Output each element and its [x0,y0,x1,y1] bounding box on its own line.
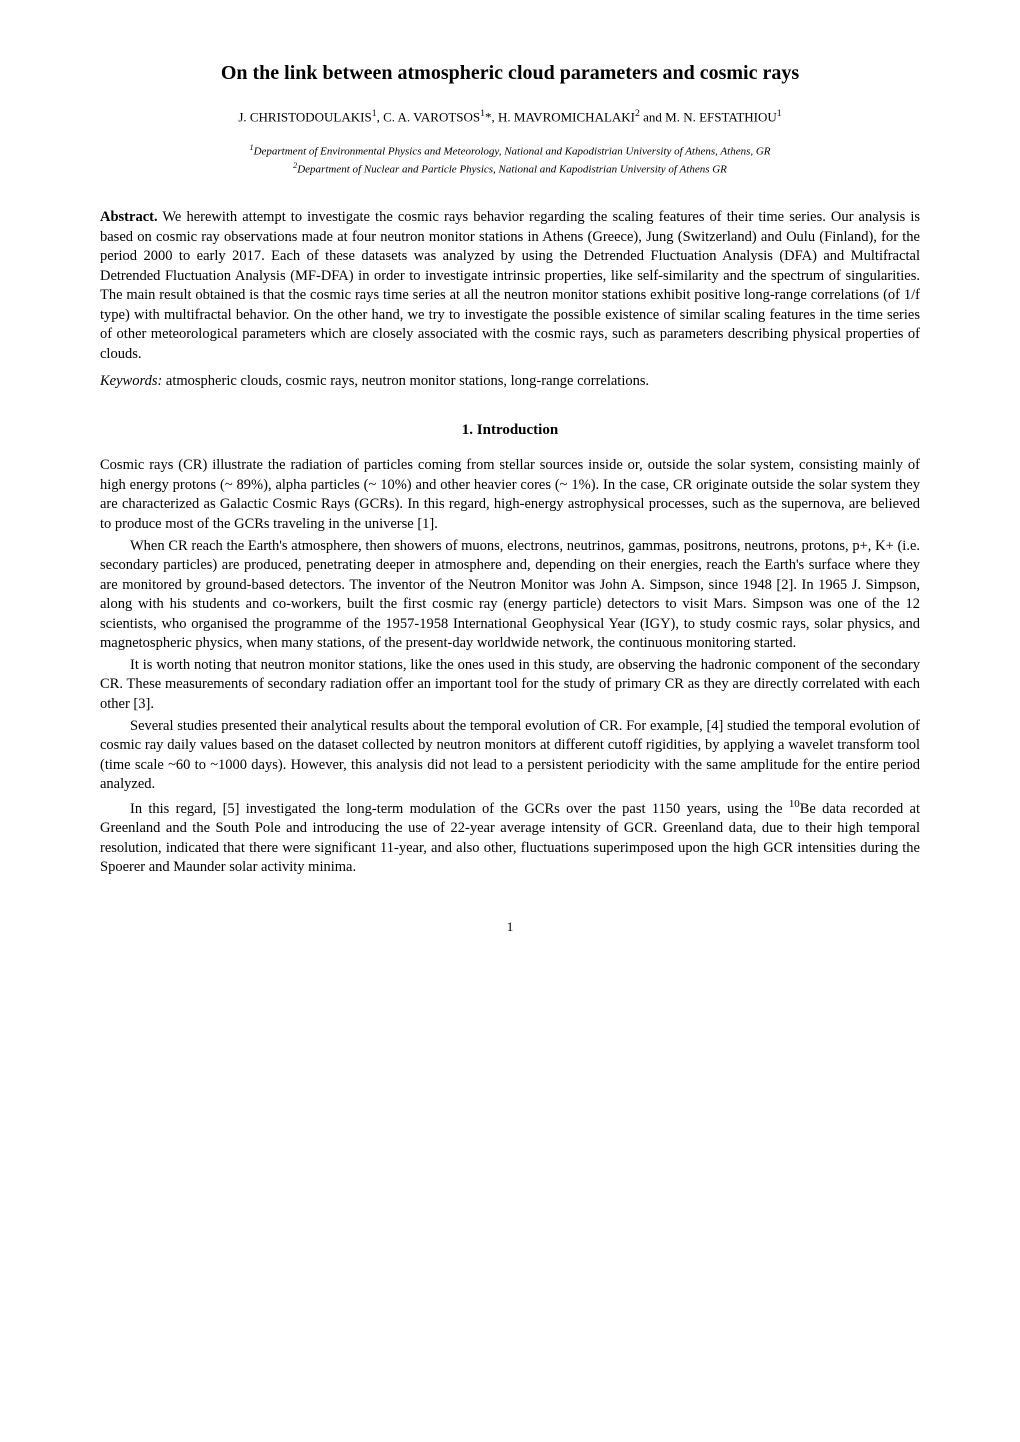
affiliation-2: 2Department of Nuclear and Particle Phys… [100,160,920,178]
body-paragraph: Several studies presented their analytic… [100,717,920,795]
keywords-block: Keywords: atmospheric clouds, cosmic ray… [100,372,920,392]
affiliation-1: 1Department of Environmental Physics and… [100,142,920,160]
affiliations-block: 1Department of Environmental Physics and… [100,142,920,178]
keywords-text: atmospheric clouds, cosmic rays, neutron… [162,373,649,389]
body-paragraph: Cosmic rays (CR) illustrate the radiatio… [100,456,920,534]
paper-title: On the link between atmospheric cloud pa… [100,60,920,87]
abstract-label: Abstract. [100,209,158,225]
authors-line: J. CHRISTODOULAKIS1, C. A. VAROTSOS1*, H… [100,107,920,126]
body-paragraph: It is worth noting that neutron monitor … [100,656,920,715]
section-heading-introduction: 1. Introduction [100,420,920,440]
body-paragraph: In this regard, [5] investigated the lon… [100,797,920,878]
page-number: 1 [100,918,920,936]
keywords-label: Keywords: [100,373,162,389]
abstract-text: We herewith attempt to investigate the c… [100,209,920,362]
body-paragraph: When CR reach the Earth's atmosphere, th… [100,537,920,654]
abstract-block: Abstract. We herewith attempt to investi… [100,208,920,365]
